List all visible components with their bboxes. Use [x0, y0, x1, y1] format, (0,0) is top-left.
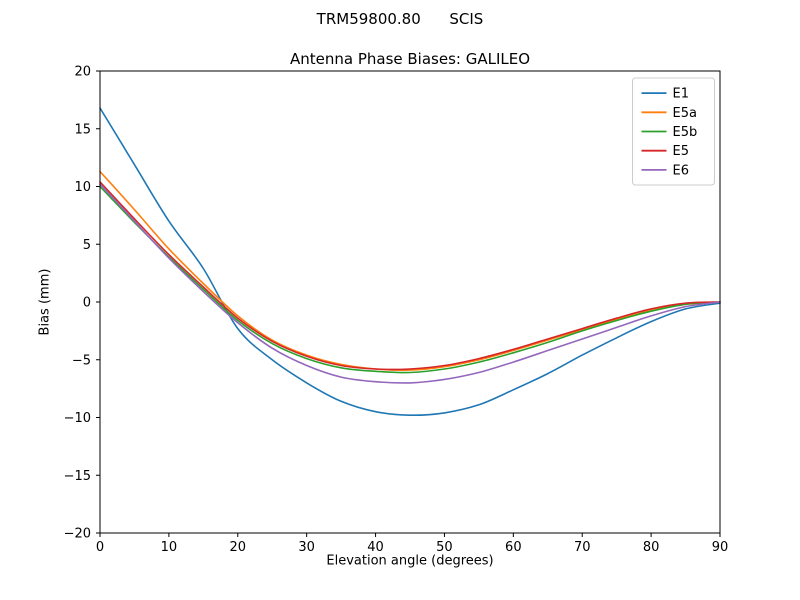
x-tick-label: 60 [505, 540, 522, 555]
plot-frame [99, 70, 721, 534]
y-tick-label: 5 [83, 238, 91, 253]
legend-label-E6: E6 [673, 163, 690, 178]
chart-title: Antenna Phase Biases: GALILEO [289, 50, 531, 68]
y-tick-label: 15 [74, 122, 91, 137]
x-tick-label: 40 [367, 540, 384, 555]
x-tick-label: 80 [643, 540, 660, 555]
x-tick-label: 90 [712, 540, 729, 555]
x-tick-label: 50 [436, 540, 453, 555]
y-tick-label: −15 [64, 469, 91, 484]
series-line-E5b [99, 185, 721, 374]
y-tick-label: −20 [64, 527, 91, 542]
legend-label-E5b: E5b [673, 125, 698, 140]
y-tick-label: −10 [64, 411, 91, 426]
figure-suptitle: TRM59800.80 SCIS [316, 10, 484, 28]
x-tick-label: 30 [298, 540, 315, 555]
y-tick-label: 10 [74, 180, 91, 195]
x-tick-label: 20 [230, 540, 247, 555]
legend-box [632, 77, 715, 186]
x-axis-label: Elevation angle (degrees) [326, 553, 494, 569]
series-line-E5 [99, 181, 721, 371]
x-tick-label: 70 [574, 540, 591, 555]
y-tick-label: 20 [74, 65, 91, 80]
series-line-E1 [99, 107, 721, 417]
legend-label-E1: E1 [673, 87, 690, 102]
legend-label-E5: E5 [673, 144, 690, 159]
x-tick-label: 0 [96, 540, 104, 555]
series-line-E5a [99, 170, 721, 372]
y-tick-label: −5 [72, 353, 91, 368]
series-line-E6 [99, 183, 721, 384]
legend-label-E5a: E5a [673, 106, 697, 121]
y-tick-label: 0 [83, 296, 91, 311]
x-tick-label: 10 [161, 540, 178, 555]
